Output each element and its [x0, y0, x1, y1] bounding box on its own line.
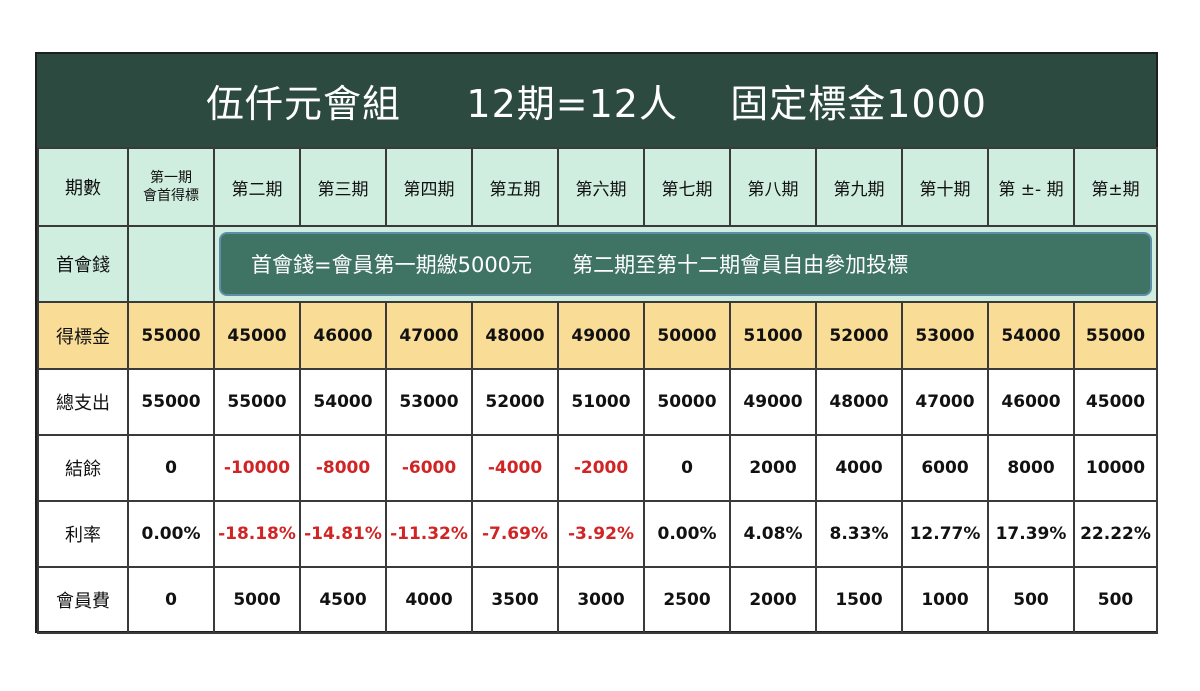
rosca-table-sheet: 伍仟元會組 12期=12人 固定標金1000 期數 第一期 會首得標 第二期 第… — [35, 52, 1158, 634]
table-row: 會員費 0 5000 4500 4000 3500 3000 2500 2000… — [37, 566, 1158, 634]
table-cell: 3000 — [557, 566, 645, 634]
header-period: 第六期 — [557, 147, 645, 227]
table-cell: 45000 — [1073, 368, 1158, 436]
table-cell: 17.39% — [987, 500, 1075, 568]
table-cell: 46000 — [299, 301, 387, 370]
row-label-balance: 結餘 — [37, 434, 129, 502]
table-cell-negative: -3.92% — [557, 500, 645, 568]
table-cell: 49000 — [729, 368, 817, 436]
table-cell: 52000 — [815, 301, 903, 370]
table-cell: 4000 — [385, 566, 473, 634]
table-cell: 2000 — [729, 566, 817, 634]
table-row: 得標金 55000 45000 46000 47000 48000 49000 … — [37, 301, 1158, 370]
table-cell: 55000 — [127, 301, 215, 370]
table-cell-negative: -6000 — [385, 434, 473, 502]
table-cell: 8000 — [987, 434, 1075, 502]
header-first-period-line1: 第一期 — [150, 170, 192, 186]
table-cell: 10000 — [1073, 434, 1158, 502]
table-cell: 53000 — [385, 368, 473, 436]
table-cell: 0 — [643, 434, 731, 502]
rosca-schedule-table: 期數 第一期 會首得標 第二期 第三期 第四期 第五期 第六期 第七期 第八期 … — [37, 147, 1158, 634]
header-period: 第十期 — [901, 147, 989, 227]
table-cell: 0 — [127, 434, 215, 502]
table-cell: 22.22% — [1073, 500, 1158, 568]
table-cell: 48000 — [815, 368, 903, 436]
table-cell: 4500 — [299, 566, 387, 634]
header-period: 第二期 — [213, 147, 301, 227]
table-row: 利率 0.00% -18.18% -14.81% -11.32% -7.69% … — [37, 500, 1158, 568]
head-money-empty-cell — [127, 225, 215, 303]
table-header-row: 期數 第一期 會首得標 第二期 第三期 第四期 第五期 第六期 第七期 第八期 … — [37, 147, 1158, 227]
table-cell: 4000 — [815, 434, 903, 502]
period-count-label: 期數 — [37, 147, 129, 227]
table-cell-negative: -8000 — [299, 434, 387, 502]
table-cell: 55000 — [127, 368, 215, 436]
table-cell: 0.00% — [127, 500, 215, 568]
table-row: 總支出 55000 55000 54000 53000 52000 51000 … — [37, 368, 1158, 436]
table-cell: 1000 — [901, 566, 989, 634]
table-cell: 53000 — [901, 301, 989, 370]
table-cell-negative: -4000 — [471, 434, 559, 502]
header-period: 第七期 — [643, 147, 731, 227]
table-cell: 12.77% — [901, 500, 989, 568]
table-cell: 1500 — [815, 566, 903, 634]
head-money-row: 首會錢 首會錢=會員第一期繳5000元 第二期至第十二期會員自由參加投標 — [37, 225, 1158, 303]
table-cell: 2000 — [729, 434, 817, 502]
table-cell-negative: -11.32% — [385, 500, 473, 568]
header-first-period: 第一期 會首得標 — [127, 147, 215, 227]
table-cell: 5000 — [213, 566, 301, 634]
head-money-label: 首會錢 — [37, 225, 129, 303]
table-cell-negative: -18.18% — [213, 500, 301, 568]
header-period: 第五期 — [471, 147, 559, 227]
table-cell: 52000 — [471, 368, 559, 436]
table-cell: 2500 — [643, 566, 731, 634]
table-cell: 0.00% — [643, 500, 731, 568]
table-cell-negative: -7.69% — [471, 500, 559, 568]
table-cell: 3500 — [471, 566, 559, 634]
table-cell-negative: -2000 — [557, 434, 645, 502]
table-cell: 54000 — [987, 301, 1075, 370]
table-cell-negative: -10000 — [213, 434, 301, 502]
header-period: 第九期 — [815, 147, 903, 227]
header-period: 第±期 — [1073, 147, 1158, 227]
table-cell: 51000 — [729, 301, 817, 370]
table-row: 結餘 0 -10000 -8000 -6000 -4000 -2000 0 20… — [37, 434, 1158, 502]
header-period: 第八期 — [729, 147, 817, 227]
head-money-note: 首會錢=會員第一期繳5000元 第二期至第十二期會員自由參加投標 — [219, 232, 1152, 296]
header-period: 第三期 — [299, 147, 387, 227]
header-period: 第 ±- 期 — [987, 147, 1075, 227]
table-cell: 50000 — [643, 301, 731, 370]
table-cell-negative: -14.81% — [299, 500, 387, 568]
table-cell: 51000 — [557, 368, 645, 436]
row-label-total-expense: 總支出 — [37, 368, 129, 436]
page-title: 伍仟元會組 12期=12人 固定標金1000 — [37, 54, 1156, 147]
table-cell: 46000 — [987, 368, 1075, 436]
header-first-period-line2: 會首得標 — [143, 188, 199, 204]
table-cell: 50000 — [643, 368, 731, 436]
table-cell: 45000 — [213, 301, 301, 370]
table-cell: 55000 — [1073, 301, 1158, 370]
table-cell: 47000 — [385, 301, 473, 370]
table-cell: 54000 — [299, 368, 387, 436]
table-cell: 49000 — [557, 301, 645, 370]
table-cell: 48000 — [471, 301, 559, 370]
table-cell: 0 — [127, 566, 215, 634]
row-label-bid-amount: 得標金 — [37, 301, 129, 370]
table-cell: 500 — [987, 566, 1075, 634]
table-cell: 55000 — [213, 368, 301, 436]
table-cell: 500 — [1073, 566, 1158, 634]
header-period: 第四期 — [385, 147, 473, 227]
table-cell: 8.33% — [815, 500, 903, 568]
table-cell: 6000 — [901, 434, 989, 502]
table-cell: 47000 — [901, 368, 989, 436]
row-label-member-fee: 會員費 — [37, 566, 129, 634]
head-money-note-cell: 首會錢=會員第一期繳5000元 第二期至第十二期會員自由參加投標 — [213, 225, 1158, 303]
table-cell: 4.08% — [729, 500, 817, 568]
row-label-interest-rate: 利率 — [37, 500, 129, 568]
